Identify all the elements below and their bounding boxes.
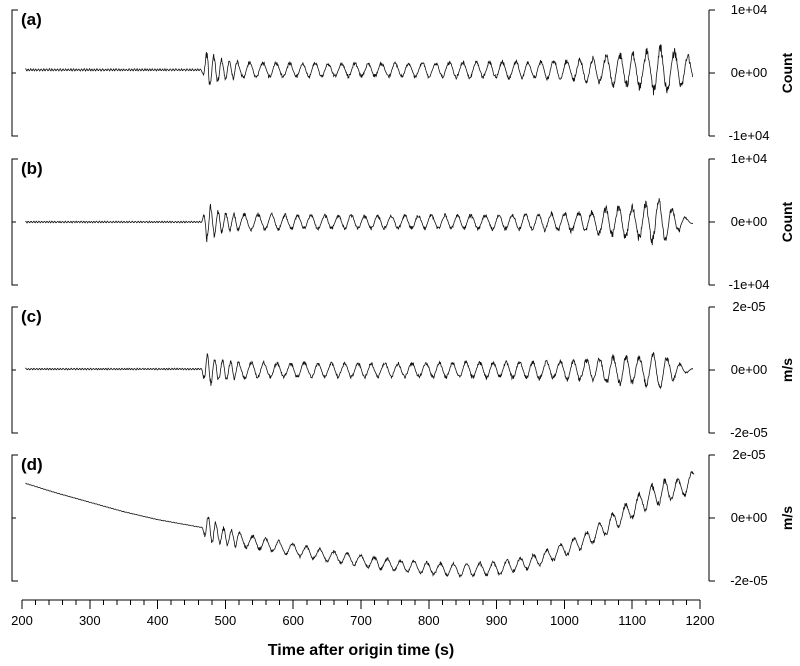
y-tick-label: 2e-05 (732, 447, 765, 462)
left-axis (11, 306, 18, 434)
panel-label: (c) (21, 307, 42, 326)
panel-a: 1e+04 0e+00 -1e+04 (a) Count (11, 2, 795, 143)
x-tick-label: 1100 (618, 613, 646, 628)
y-tick-label: 0e+00 (731, 65, 768, 80)
y-tick-label: 0e+00 (731, 362, 768, 377)
unit-label: Count (779, 52, 795, 93)
panel-d: 2e-05 0e+00 -2e-05 (d) m/s (11, 447, 795, 588)
y-tick-label: 1e+04 (731, 2, 768, 17)
y-tick-label: 2e-05 (732, 299, 765, 314)
waveform-trace (25, 198, 694, 246)
left-axis (11, 158, 18, 286)
y-tick-label: -1e+04 (729, 128, 770, 143)
x-axis: 200 300 400 500 600 700 800 900 1000 1100 1200 (11, 599, 715, 628)
y-tick-label: -1e+04 (729, 277, 770, 292)
x-tick-label: 700 (350, 613, 372, 628)
panel-label: (b) (21, 159, 43, 178)
y-tick-label: 0e+00 (731, 510, 768, 525)
left-axis (11, 454, 18, 582)
y-tick-label: 1e+04 (731, 151, 768, 166)
y-tick-label: -2e-05 (730, 425, 768, 440)
panel-label: (d) (21, 455, 43, 474)
waveform-trace (25, 470, 695, 578)
x-axis-title: Time after origin time (s) (268, 642, 454, 659)
x-tick-label: 1200 (686, 613, 715, 628)
waveform-trace (25, 351, 694, 390)
x-tick-label: 300 (79, 613, 101, 628)
unit-label: m/s (779, 358, 795, 382)
x-tick-label: 200 (11, 613, 33, 628)
waveform-trace (25, 44, 694, 96)
panel-b: 1e+04 0e+00 -1e+04 (b) Count (11, 151, 795, 292)
panels-group: 1e+04 0e+00 -1e+04 (a) Count 1e+04 0e+00 -1e+04… (11, 2, 795, 588)
x-tick-label: 400 (147, 613, 169, 628)
y-tick-label: 0e+00 (731, 214, 768, 229)
unit-label: m/s (779, 506, 795, 530)
x-tick-label: 1000 (550, 613, 579, 628)
x-tick-label: 500 (215, 613, 237, 628)
unit-label: Count (779, 201, 795, 242)
x-tick-label: 600 (282, 613, 304, 628)
left-axis (11, 9, 18, 137)
y-tick-label: -2e-05 (730, 573, 768, 588)
panel-label: (a) (21, 10, 42, 29)
x-tick-label: 800 (418, 613, 440, 628)
x-tick-label: 900 (486, 613, 508, 628)
panel-c: 2e-05 0e+00 -2e-05 (c) m/s (11, 299, 795, 440)
